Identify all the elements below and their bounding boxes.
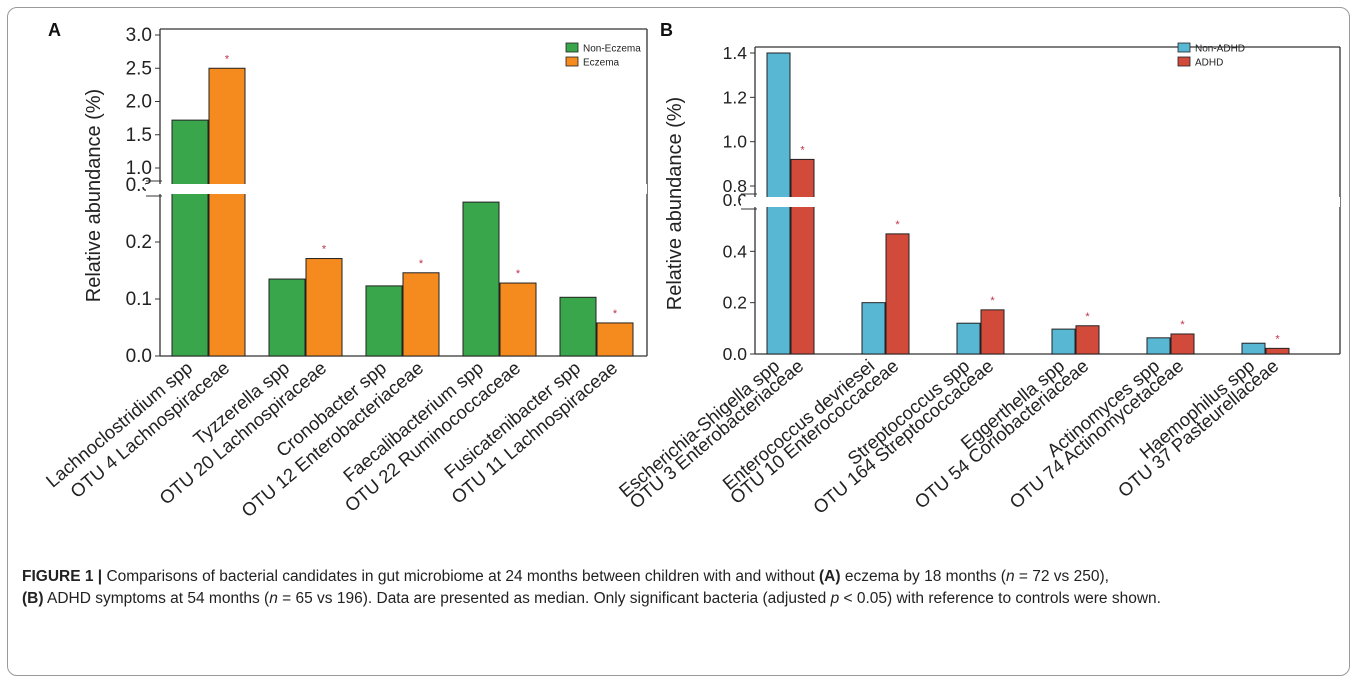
caption-label: FIGURE 1 |: [22, 568, 103, 585]
legend-label: Eczema: [583, 58, 620, 69]
significance-marker: *: [1275, 333, 1280, 345]
y-tick-label: 2.5: [126, 58, 152, 79]
y-tick-label: 0.0: [126, 346, 152, 367]
caption-panel-a: (A): [818, 568, 841, 585]
legend-label: Non-Eczema: [583, 44, 641, 55]
chart-legend: Non-ADHD ADHD: [1177, 42, 1245, 69]
caption-text-5: = 65 vs 196). Data are presented as medi…: [277, 590, 831, 607]
y-tick-label: 0.8: [723, 176, 747, 196]
y-axis-label: Relative abundance (%): [83, 89, 105, 302]
significance-marker: *: [225, 53, 230, 65]
significance-marker: *: [800, 144, 805, 156]
legend-swatch: [565, 56, 579, 67]
y-tick-label: 1.2: [723, 87, 747, 107]
bar-non-eczema: [365, 285, 403, 357]
bar-non-adhd: [1051, 328, 1076, 355]
y-tick-label: 0.2: [723, 293, 747, 313]
bar-eczema: [208, 67, 246, 357]
legend-swatch: [565, 42, 579, 53]
y-axis-label: Relative abundance (%): [664, 97, 686, 310]
bar-adhd: [885, 233, 910, 355]
chart-panel-b: B 0.0 0.2 0.4 0.60.8 1.0 1.2 1.4 Relative abunda…: [615, 20, 1341, 518]
caption-panel-b: (B): [22, 590, 44, 607]
caption-text-2: eczema by 18 months (: [840, 568, 1006, 585]
caption-n-2: n: [269, 590, 278, 607]
caption-n-1: n: [1005, 568, 1015, 585]
legend-swatch: [1177, 56, 1191, 67]
bar-non-adhd: [1241, 342, 1266, 355]
x-tick-label: Lachnoclostridium spp: [42, 357, 197, 491]
bar-adhd: [980, 309, 1005, 355]
legend-label: ADHD: [1195, 58, 1223, 69]
bar-adhd: [790, 158, 815, 355]
caption-p: p: [830, 590, 840, 607]
chart-panel-a: A 0.0 0.1 0.2 0.31.0 1.5 2.0 2.5 3.0 Relative abu…: [42, 20, 648, 521]
bar-non-eczema: [462, 201, 500, 357]
panel-label: B: [660, 20, 673, 40]
caption-text-3: = 72 vs 250),: [1014, 568, 1109, 585]
bar-eczema: [305, 258, 343, 357]
y-tick-label: 1.0: [126, 158, 152, 179]
y-tick-label: 0.4: [723, 241, 748, 261]
figure-caption: FIGURE 1 | Comparisons of bacterial cand…: [22, 566, 1334, 610]
bar-eczema: [402, 272, 440, 357]
significance-marker: *: [990, 295, 995, 307]
legend-swatch: [1177, 42, 1191, 53]
bar-non-eczema: [171, 119, 209, 357]
y-tick-label: 3.0: [126, 25, 152, 46]
y-tick-label: 1.5: [126, 125, 152, 146]
bar-non-adhd: [861, 302, 886, 355]
significance-marker: *: [895, 219, 900, 231]
legend-label: Non-ADHD: [1195, 44, 1245, 55]
y-tick-label: 1.0: [723, 132, 748, 152]
y-tick-label: 1.4: [723, 43, 748, 63]
axis-break-gap: [741, 197, 1340, 207]
bar-eczema: [499, 282, 537, 357]
y-tick-label: 0.1: [126, 289, 152, 310]
bar-adhd: [1265, 347, 1290, 355]
axis-break-gap: [146, 184, 647, 194]
bar-non-adhd: [956, 322, 981, 355]
y-tick-label: 2.0: [126, 92, 152, 113]
y-tick-label: 0.3: [126, 175, 152, 196]
significance-marker: *: [322, 244, 327, 256]
chart-legend: Non-Eczema Eczema: [565, 42, 641, 69]
significance-marker: *: [516, 268, 521, 280]
bar-adhd: [1170, 333, 1195, 355]
significance-marker: *: [1180, 319, 1185, 331]
y-tick-label: 0.2: [126, 232, 152, 253]
bar-eczema: [596, 322, 634, 357]
y-tick-label: 0.0: [723, 344, 748, 364]
bar-non-eczema: [559, 296, 597, 357]
panel-label: A: [48, 20, 61, 40]
caption-text-1: Comparisons of bacterial candidates in g…: [102, 568, 819, 585]
significance-marker: *: [613, 308, 618, 320]
caption-text-6: < 0.05) with reference to controls were …: [839, 590, 1161, 607]
bar-adhd: [1075, 325, 1100, 355]
significance-marker: *: [419, 258, 424, 270]
y-tick-label: 0.6: [723, 190, 747, 210]
bar-non-eczema: [268, 278, 306, 357]
caption-text-4: ADHD symptoms at 54 months (: [43, 590, 270, 607]
bar-non-adhd: [1146, 337, 1171, 355]
significance-marker: *: [1085, 311, 1090, 323]
